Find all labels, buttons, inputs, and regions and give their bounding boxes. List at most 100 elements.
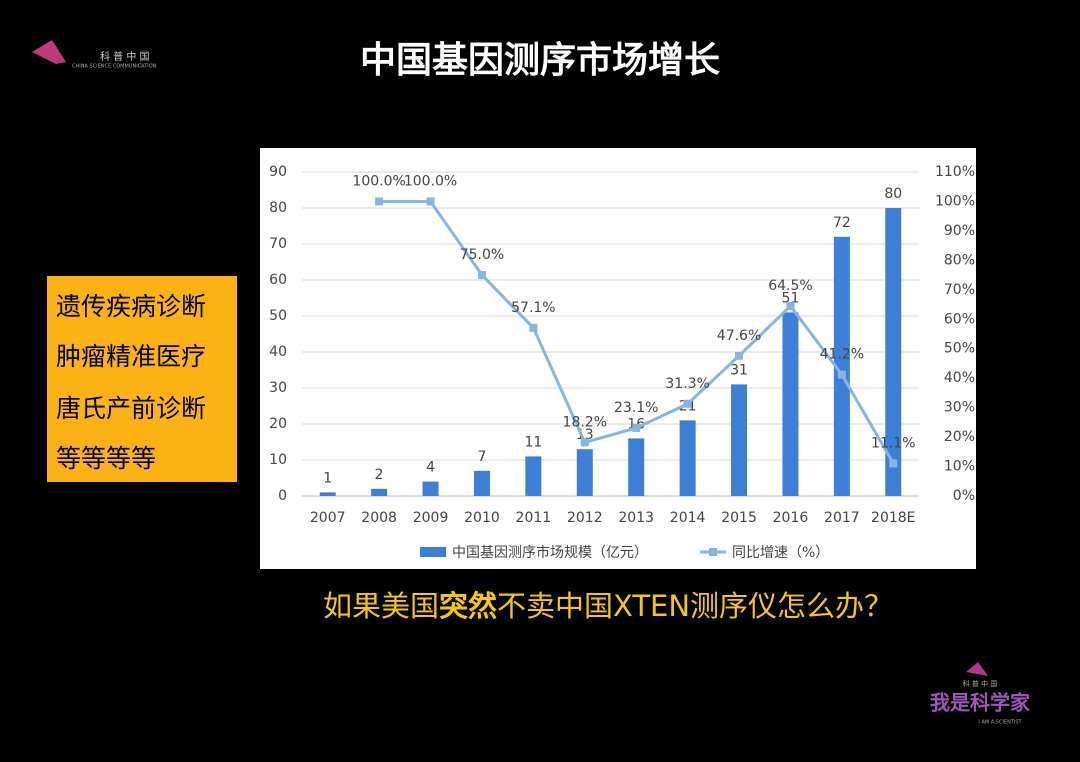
question-text: 不卖中国XTEN测序仪怎么办？ bbox=[497, 589, 893, 623]
side-item: 肿瘤精准医疗 bbox=[56, 342, 206, 371]
line-value-label: 100.0% bbox=[352, 173, 405, 189]
line-marker bbox=[477, 271, 486, 280]
bar bbox=[422, 481, 439, 496]
bar-value-label: 31 bbox=[730, 362, 748, 378]
legend-swatch bbox=[420, 547, 446, 557]
bar-value-label: 1 bbox=[323, 470, 332, 486]
bar bbox=[319, 492, 336, 496]
x-tick-label: 2010 bbox=[464, 510, 500, 526]
y-tick-label: 40 bbox=[269, 344, 287, 360]
line-marker bbox=[786, 302, 795, 311]
line-marker bbox=[529, 323, 538, 332]
x-tick-label: 2014 bbox=[670, 510, 706, 526]
y2-tick-label: 10% bbox=[944, 459, 975, 475]
bar bbox=[473, 470, 490, 496]
side-item: 遗传疾病诊断 bbox=[56, 292, 206, 321]
bar bbox=[679, 420, 696, 496]
question-text: 如果美国 bbox=[323, 589, 439, 623]
bar bbox=[371, 488, 388, 496]
y2-tick-label: 110% bbox=[935, 164, 975, 180]
chart: 0 10 20 30 40 50 60 70 80 90 0% 10% 20% 30% 40% 50% 60% 7… bbox=[269, 164, 975, 561]
x-tick-label: 2008 bbox=[361, 510, 397, 526]
y-tick-label: 80 bbox=[269, 200, 287, 216]
bar-value-label: 4 bbox=[426, 460, 435, 476]
line-marker bbox=[889, 459, 898, 468]
logo-small: 科 普 中 国 bbox=[963, 679, 998, 688]
bar bbox=[782, 312, 799, 496]
slide-title: 中国基因测序市场增长 bbox=[360, 40, 720, 81]
bar-value-label: 51 bbox=[782, 290, 800, 306]
x-tick-label: 2009 bbox=[413, 510, 449, 526]
y2-tick-label: 40% bbox=[944, 370, 975, 386]
line-value-label: 18.2% bbox=[563, 414, 607, 430]
bar-value-label: 80 bbox=[884, 186, 902, 202]
x-tick-label: 2013 bbox=[618, 510, 654, 526]
bar bbox=[628, 438, 645, 496]
x-tick-label: 2012 bbox=[567, 510, 603, 526]
bar bbox=[833, 236, 850, 497]
legend-swatch bbox=[709, 548, 717, 556]
line-value-label: 11.1% bbox=[871, 435, 915, 451]
line-marker bbox=[426, 197, 435, 206]
line-value-label: 75.0% bbox=[460, 247, 504, 263]
logo-name: 我是科学家 bbox=[930, 691, 1031, 715]
logo-icon bbox=[32, 40, 66, 64]
line-value-label: 41.2% bbox=[820, 347, 864, 363]
side-item: 唐氏产前诊断 bbox=[56, 394, 206, 423]
logo-subtitle: CHINA SCIENCE COMMUNICATION bbox=[72, 64, 157, 70]
bar bbox=[525, 456, 542, 496]
bar bbox=[576, 449, 593, 496]
x-tick-label: 2016 bbox=[773, 510, 809, 526]
line-marker bbox=[837, 370, 846, 379]
y2-tick-label: 80% bbox=[944, 252, 975, 268]
logo-icon bbox=[966, 662, 988, 676]
bar-value-label: 72 bbox=[833, 215, 851, 231]
question-emphasis: 突然 bbox=[439, 589, 497, 623]
logo-name: 科 普 中 国 bbox=[100, 50, 150, 63]
x-tick-label: 2017 bbox=[824, 510, 860, 526]
line-marker bbox=[375, 197, 384, 206]
y2-tick-label: 70% bbox=[944, 282, 975, 298]
y2-tick-label: 20% bbox=[944, 429, 975, 445]
line-value-label: 100.0% bbox=[404, 173, 457, 189]
y2-tick-label: 60% bbox=[944, 311, 975, 327]
line-marker bbox=[580, 438, 589, 447]
legend-label: 同比增速（%） bbox=[732, 545, 829, 561]
line-value-label: 23.1% bbox=[614, 400, 658, 416]
x-tick-label: 2007 bbox=[310, 510, 346, 526]
y-tick-label: 0 bbox=[278, 488, 287, 504]
logo-subtitle: I AM A SCIENTIST bbox=[978, 720, 1022, 726]
bar bbox=[731, 384, 748, 496]
y-tick-label: 30 bbox=[269, 380, 287, 396]
x-tick-label: 2015 bbox=[721, 510, 757, 526]
x-tick-label: 2018E bbox=[871, 510, 915, 526]
y-tick-label: 70 bbox=[269, 236, 287, 252]
y-tick-label: 20 bbox=[269, 416, 287, 432]
side-item: 等等等等 bbox=[56, 444, 156, 473]
line-marker bbox=[632, 423, 641, 432]
line-value-label: 31.3% bbox=[665, 376, 709, 392]
y2-tick-label: 100% bbox=[935, 193, 975, 209]
y-tick-label: 50 bbox=[269, 308, 287, 324]
line-marker bbox=[683, 399, 692, 408]
y2-tick-label: 50% bbox=[944, 341, 975, 357]
bar bbox=[885, 208, 902, 496]
x-tick-label: 2011 bbox=[516, 510, 552, 526]
question: 如果美国突然不卖中国XTEN测序仪怎么办？ bbox=[323, 589, 893, 623]
line-value-label: 64.5% bbox=[768, 278, 812, 294]
y2-tick-label: 30% bbox=[944, 400, 975, 416]
chart-panel bbox=[260, 148, 976, 569]
side-box bbox=[47, 276, 237, 482]
y2-tick-label: 90% bbox=[944, 223, 975, 239]
y-tick-label: 90 bbox=[269, 164, 287, 180]
legend-label: 中国基因测序市场规模（亿元） bbox=[452, 544, 648, 561]
y-tick-label: 10 bbox=[269, 452, 287, 468]
bar-value-label: 11 bbox=[524, 434, 542, 450]
bar-value-label: 2 bbox=[375, 467, 384, 483]
y-tick-label: 60 bbox=[269, 272, 287, 288]
line-marker bbox=[735, 351, 744, 360]
line-value-label: 47.6% bbox=[717, 328, 761, 344]
y2-tick-label: 0% bbox=[953, 488, 975, 504]
line-value-label: 57.1% bbox=[511, 300, 555, 316]
